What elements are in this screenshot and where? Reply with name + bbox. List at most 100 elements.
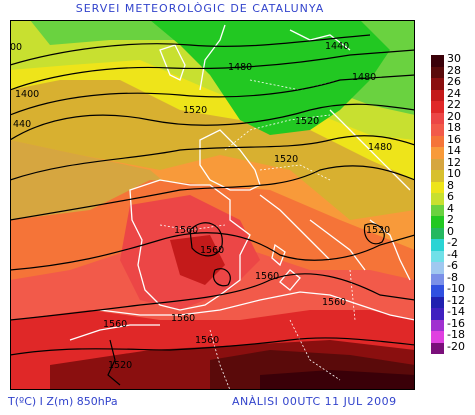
contour-label: 1480 xyxy=(352,72,376,83)
temperature-map: 00 1400 440 1440 1480 1480 1520 1520 152… xyxy=(10,20,415,390)
legend-label: 26 xyxy=(447,75,461,88)
legend-swatch xyxy=(431,101,444,113)
legend-label: -20 xyxy=(447,339,465,353)
legend-row: -10 xyxy=(428,282,474,297)
contour-label: 1560 xyxy=(322,297,346,308)
legend-swatch xyxy=(431,89,444,101)
legend-row: 20 xyxy=(428,109,474,124)
legend-row: 6 xyxy=(428,190,474,205)
legend-row: 30 xyxy=(428,52,474,67)
legend-label: 24 xyxy=(447,86,461,100)
contour-label: 00 xyxy=(10,42,22,53)
legend-swatch xyxy=(431,135,444,147)
contour-label: 1520 xyxy=(295,116,319,127)
legend-swatch xyxy=(431,308,444,320)
legend-label: 20 xyxy=(447,109,461,123)
legend-row: -20 xyxy=(428,339,474,354)
legend-row: 0 xyxy=(428,224,474,239)
legend-row: -4 xyxy=(428,247,474,262)
legend-swatch xyxy=(431,158,444,170)
legend-swatch xyxy=(431,296,444,308)
legend-swatch xyxy=(431,342,444,354)
legend-swatch xyxy=(431,216,444,228)
contour-label: 1560 xyxy=(200,245,224,256)
contour-labels: 00 1400 440 1440 1480 1480 1520 1520 152… xyxy=(10,41,392,371)
legend-row: 22 xyxy=(428,98,474,113)
legend-label: 18 xyxy=(447,121,461,134)
legend-swatch xyxy=(431,273,444,285)
legend-swatch xyxy=(431,181,444,193)
legend-swatch xyxy=(431,124,444,136)
contour-label: 1480 xyxy=(228,62,252,73)
legend-row: 24 xyxy=(428,86,474,101)
contour-label: 1480 xyxy=(368,142,392,153)
legend-label: -2 xyxy=(447,236,458,249)
legend-label: 2 xyxy=(447,213,454,226)
legend-swatch xyxy=(431,239,444,251)
legend-swatch xyxy=(431,66,444,78)
legend-swatch xyxy=(431,204,444,216)
map-frame xyxy=(10,20,415,390)
legend-label: 22 xyxy=(447,98,461,111)
legend-label: -14 xyxy=(447,305,465,318)
contour-label: 1400 xyxy=(15,89,39,100)
legend-row: 8 xyxy=(428,178,474,193)
legend-row: -14 xyxy=(428,305,474,320)
legend-label: 12 xyxy=(447,155,461,169)
legend-row: 26 xyxy=(428,75,474,90)
legend-swatch xyxy=(431,170,444,182)
legend-label: 14 xyxy=(447,144,461,157)
variable-label: T(ºC) I Z(m) 850hPa xyxy=(8,395,118,408)
legend-label: -6 xyxy=(447,259,458,272)
contour-label: 1520 xyxy=(183,105,207,116)
legend-label: -12 xyxy=(447,293,465,307)
contour-label: 1520 xyxy=(274,154,298,165)
legend-label: 0 xyxy=(447,224,454,238)
legend-row: -16 xyxy=(428,316,474,331)
legend-label: -4 xyxy=(447,247,458,261)
legend-row: -6 xyxy=(428,259,474,274)
legend-row: 10 xyxy=(428,168,474,182)
legend-label: 28 xyxy=(447,63,461,77)
legend-swatch xyxy=(431,78,444,90)
legend-row: 18 xyxy=(428,121,474,136)
temp-band-24 xyxy=(170,235,225,285)
contour-label: 1440 xyxy=(325,41,349,52)
legend-swatch xyxy=(431,331,444,343)
legend-swatch xyxy=(431,193,444,205)
contour-label: 1560 xyxy=(103,319,127,330)
legend-swatch xyxy=(431,112,444,124)
legend-swatch xyxy=(431,285,444,297)
legend-label: 30 xyxy=(447,52,461,65)
legend-row: -8 xyxy=(428,270,474,285)
legend-row: 14 xyxy=(428,144,474,159)
contour-label: 1520 xyxy=(366,225,390,236)
legend-label: 4 xyxy=(447,201,454,215)
temp-band-30 xyxy=(260,370,415,390)
legend-row: -12 xyxy=(428,293,474,308)
legend-swatch xyxy=(431,262,444,274)
legend-label: -18 xyxy=(447,328,465,341)
legend-label: 8 xyxy=(447,178,454,192)
contour-label: 1560 xyxy=(195,335,219,346)
legend-row: 2 xyxy=(428,213,474,228)
legend-row: 4 xyxy=(428,201,474,216)
temperature-legend: 30 28 26 24 22 20 18 16 14 12 10 8 6 4 2 0 -2 -4 -6 -8 -10 -1… xyxy=(428,52,474,355)
coastlines xyxy=(69,24,415,341)
geopotential-contours xyxy=(10,34,415,386)
legend-swatch xyxy=(431,227,444,239)
legend-label: -16 xyxy=(447,316,465,330)
legend-label: 6 xyxy=(447,190,454,203)
legend-swatch xyxy=(431,250,444,262)
contour-label: 440 xyxy=(13,119,31,130)
legend-row: 12 xyxy=(428,155,474,170)
contour-label: 1560 xyxy=(174,225,198,236)
contour-label: 1520 xyxy=(108,360,132,371)
legend-swatch xyxy=(431,147,444,159)
legend-swatch xyxy=(431,55,444,67)
legend-label: -10 xyxy=(447,282,465,295)
legend-label: -8 xyxy=(447,270,458,284)
legend-row: 28 xyxy=(428,63,474,78)
header-title: SERVEI METEOROLÒGIC DE CATALUNYA xyxy=(75,2,325,15)
contour-label: 1560 xyxy=(171,313,195,324)
